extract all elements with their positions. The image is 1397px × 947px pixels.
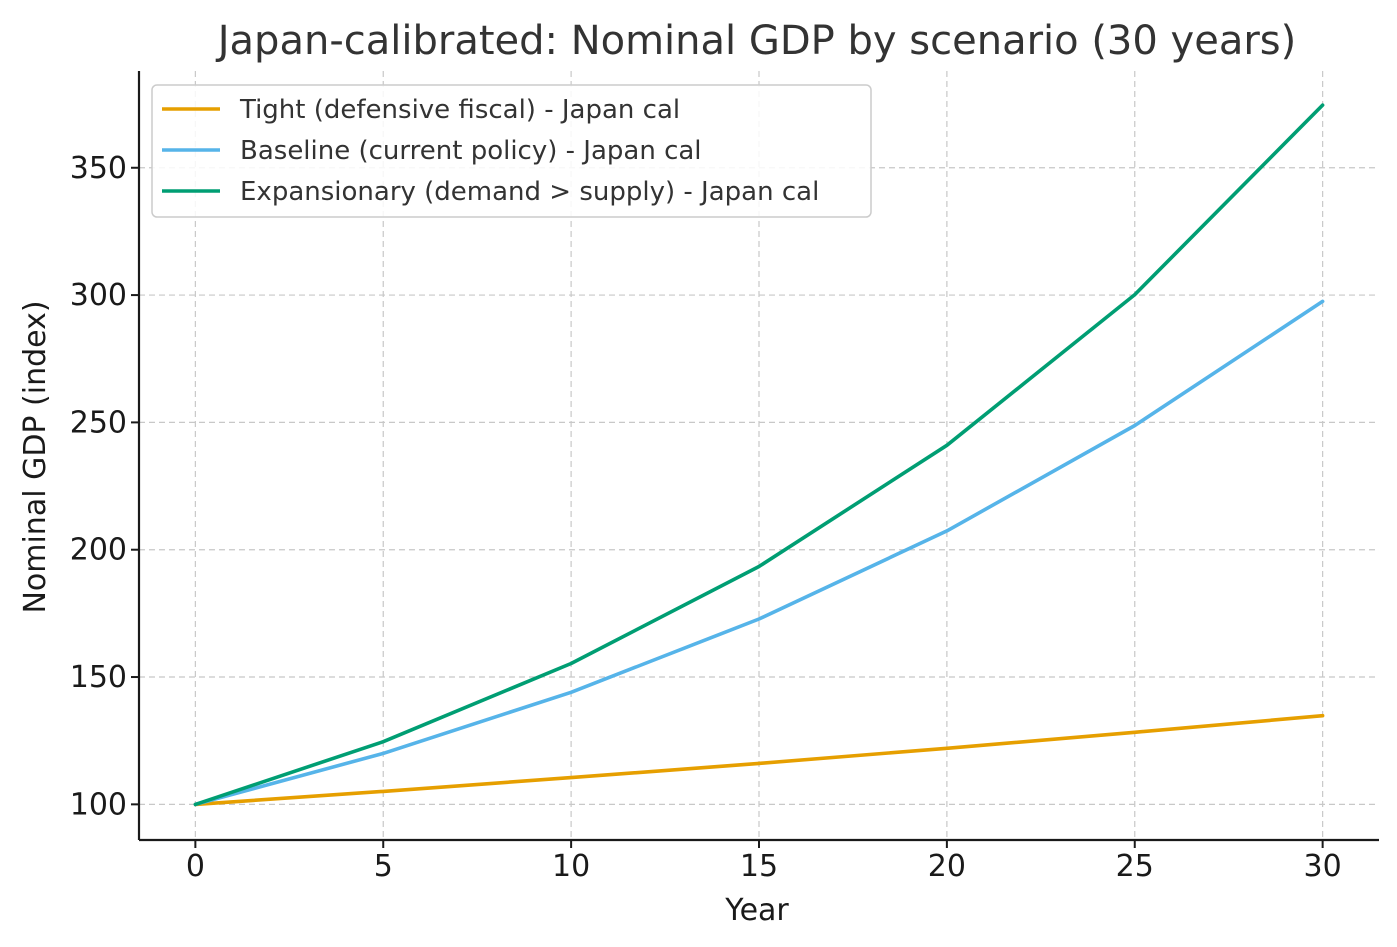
y-tick-label: 200 [70, 533, 127, 568]
y-tick-label: 150 [70, 660, 127, 695]
x-tick-label: 20 [928, 849, 966, 884]
y-axis-label: Nominal GDP (index) [18, 300, 53, 613]
y-tick-label: 300 [70, 278, 127, 313]
series-line-1 [193, 299, 1325, 807]
x-axis-label: Year [724, 893, 789, 928]
y-tick-label: 250 [70, 405, 127, 440]
legend-label-1: Baseline (current policy) - Japan cal [240, 136, 702, 166]
x-tick-label: 5 [374, 849, 393, 884]
legend-frame [151, 84, 872, 218]
chart-title: Japan-calibrated: Nominal GDP by scenari… [215, 18, 1296, 64]
series-line-0 [193, 713, 1325, 807]
legend-label-2: Expansionary (demand > supply) - Japan c… [240, 177, 819, 207]
legend-label-0: Tight (defensive fiscal) - Japan cal [239, 95, 680, 125]
y-tick-label: 100 [70, 787, 127, 822]
grid-layer [139, 71, 1379, 840]
x-tick-label: 25 [1116, 849, 1154, 884]
series-layer [193, 103, 1325, 807]
x-tick-label: 10 [552, 849, 590, 884]
y-tick-label: 350 [70, 151, 127, 186]
series-line-2 [193, 103, 1325, 807]
legend: Tight (defensive fiscal) - Japan cal Base… [151, 84, 872, 218]
x-tick-label: 30 [1304, 849, 1342, 884]
axes-layer: 0 5 10 15 20 25 30 100 150 200 250 300 350 [70, 71, 1379, 884]
x-tick-label: 15 [740, 849, 778, 884]
x-tick-label: 0 [186, 849, 205, 884]
